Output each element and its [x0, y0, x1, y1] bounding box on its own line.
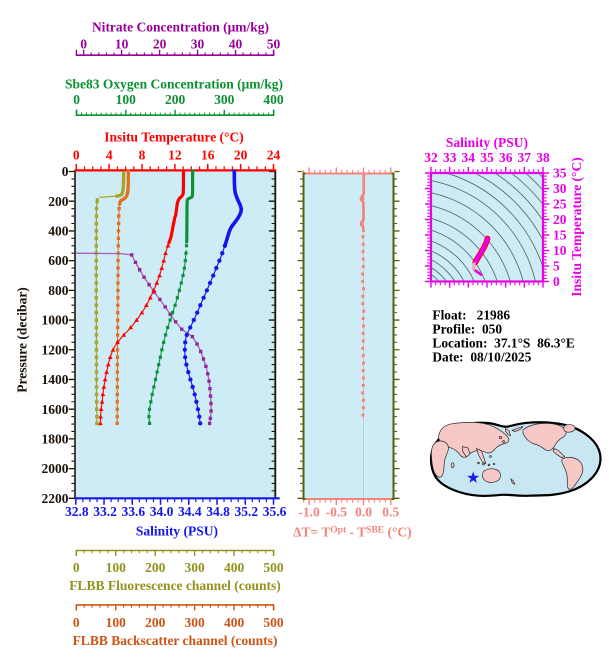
svg-text:1800: 1800 [42, 432, 69, 447]
svg-text:0.0: 0.0 [355, 505, 372, 520]
svg-text:400: 400 [224, 560, 245, 575]
svg-text:38: 38 [536, 150, 550, 165]
svg-text:50: 50 [267, 36, 281, 51]
svg-text:32: 32 [424, 150, 438, 165]
svg-text:0: 0 [73, 560, 80, 575]
svg-text:1600: 1600 [42, 402, 69, 417]
svg-text:0: 0 [80, 36, 87, 51]
svg-text:Nitrate Concentration (μm/kg): Nitrate Concentration (μm/kg) [92, 20, 269, 35]
svg-text:32.8: 32.8 [65, 504, 89, 519]
svg-text:500: 500 [263, 615, 284, 630]
svg-text:500: 500 [263, 560, 284, 575]
svg-text:12: 12 [168, 147, 182, 162]
svg-text:2200: 2200 [42, 491, 69, 506]
svg-text:200: 200 [145, 560, 166, 575]
svg-text:1400: 1400 [42, 372, 69, 387]
svg-text:33: 33 [443, 150, 457, 165]
svg-text:30: 30 [191, 36, 205, 51]
svg-text:100: 100 [106, 615, 127, 630]
svg-text:16: 16 [201, 147, 215, 162]
svg-text:25: 25 [553, 197, 567, 212]
svg-text:20: 20 [234, 147, 248, 162]
svg-text:5: 5 [553, 259, 560, 274]
svg-text:1000: 1000 [42, 313, 69, 328]
svg-text:0: 0 [62, 164, 69, 179]
svg-text:100: 100 [116, 92, 137, 107]
svg-text:Profile: 050: Profile: 050 [432, 322, 502, 337]
svg-text:Pressure (decibar): Pressure (decibar) [15, 287, 30, 393]
svg-text:300: 300 [184, 615, 205, 630]
svg-text:4: 4 [106, 147, 113, 162]
svg-text:600: 600 [48, 253, 69, 268]
svg-text:Float: 21986: Float: 21986 [432, 308, 510, 323]
svg-text:Insitu Temperature (°C): Insitu Temperature (°C) [569, 157, 584, 296]
svg-text:10: 10 [553, 243, 567, 258]
svg-text:2000: 2000 [42, 461, 69, 476]
svg-text:FLBB Backscatter channel (coun: FLBB Backscatter channel (counts) [73, 633, 278, 648]
svg-text:34.4: 34.4 [178, 504, 202, 519]
svg-text:400: 400 [224, 615, 245, 630]
svg-text:0: 0 [73, 615, 80, 630]
svg-text:400: 400 [48, 224, 69, 239]
svg-text:-1.0: -1.0 [298, 505, 320, 520]
svg-text:Location: 37.1°S 86.3°E: Location: 37.1°S 86.3°E [432, 336, 574, 351]
svg-text:15: 15 [553, 228, 567, 243]
svg-text:24: 24 [267, 147, 281, 162]
svg-text:-0.5: -0.5 [326, 505, 348, 520]
svg-text:800: 800 [48, 283, 69, 298]
svg-text:40: 40 [229, 36, 243, 51]
svg-text:100: 100 [106, 560, 127, 575]
svg-text:ΔT= TOpt - TSBE (°C): ΔT= TOpt - TSBE (°C) [293, 525, 412, 540]
svg-text:400: 400 [263, 92, 284, 107]
svg-text:33.6: 33.6 [121, 504, 145, 519]
svg-text:34.8: 34.8 [206, 504, 230, 519]
svg-text:200: 200 [145, 615, 166, 630]
svg-text:35.6: 35.6 [263, 504, 287, 519]
svg-text:300: 300 [214, 92, 235, 107]
svg-text:Insitu Temperature (°C): Insitu Temperature (°C) [104, 130, 243, 145]
svg-text:Date: 08/10/2025: Date: 08/10/2025 [432, 350, 531, 365]
svg-text:37: 37 [518, 150, 532, 165]
svg-text:34.0: 34.0 [150, 504, 174, 519]
svg-text:34: 34 [462, 150, 476, 165]
svg-text:20: 20 [153, 36, 167, 51]
svg-text:35: 35 [480, 150, 494, 165]
svg-text:FLBB Fluorescence channel (cou: FLBB Fluorescence channel (counts) [69, 578, 281, 593]
svg-text:33.2: 33.2 [93, 504, 117, 519]
svg-text:30: 30 [553, 181, 567, 196]
svg-text:Sbe83 Oxygen Concentration (μm: Sbe83 Oxygen Concentration (μm/kg) [65, 77, 283, 92]
svg-text:36: 36 [499, 150, 513, 165]
svg-text:200: 200 [165, 92, 186, 107]
svg-text:35.2: 35.2 [234, 504, 258, 519]
svg-text:200: 200 [48, 194, 69, 209]
svg-text:1200: 1200 [42, 342, 69, 357]
svg-text:Salinity (PSU): Salinity (PSU) [136, 524, 218, 539]
svg-text:0: 0 [73, 92, 80, 107]
svg-text:8: 8 [139, 147, 146, 162]
svg-text:Salinity (PSU): Salinity (PSU) [446, 135, 528, 150]
svg-text:20: 20 [553, 212, 567, 227]
svg-text:0.5: 0.5 [382, 505, 399, 520]
svg-text:35: 35 [553, 166, 567, 181]
svg-text:300: 300 [184, 560, 205, 575]
svg-text:0: 0 [553, 274, 560, 289]
svg-text:0: 0 [73, 147, 80, 162]
svg-text:10: 10 [115, 36, 129, 51]
